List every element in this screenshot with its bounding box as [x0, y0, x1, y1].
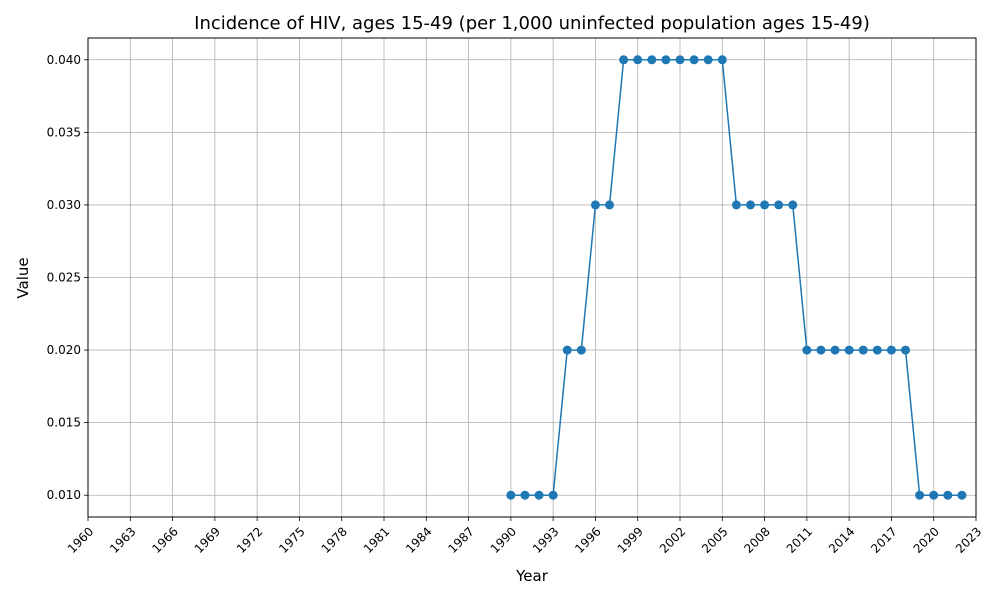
- data-point: [872, 345, 882, 355]
- y-axis-ticks: 0.010 0.015 0.020 0.025 0.030 0.035 0.040: [47, 53, 88, 502]
- y-tick-label: 0.030: [47, 198, 81, 212]
- data-point: [957, 490, 967, 500]
- data-point: [534, 490, 544, 500]
- data-point: [844, 345, 854, 355]
- data-point: [548, 490, 558, 500]
- series-layer: [506, 55, 967, 500]
- y-tick-label: 0.010: [47, 488, 81, 502]
- data-point: [760, 200, 770, 210]
- data-point: [858, 345, 868, 355]
- data-point: [774, 200, 784, 210]
- y-axis-title: Value: [14, 257, 32, 298]
- data-point: [675, 55, 685, 65]
- y-tick-label: 0.040: [47, 53, 81, 67]
- data-point: [661, 55, 671, 65]
- data-point: [915, 490, 925, 500]
- data-point: [703, 55, 713, 65]
- data-point: [605, 200, 615, 210]
- y-tick-label: 0.015: [47, 416, 81, 430]
- data-point: [731, 200, 741, 210]
- grid: [87, 38, 977, 517]
- data-point: [929, 490, 939, 500]
- y-tick-label: 0.025: [47, 271, 81, 285]
- data-point: [830, 345, 840, 355]
- chart-title: Incidence of HIV, ages 15-49 (per 1,000 …: [194, 13, 870, 34]
- y-tick-label: 0.020: [47, 343, 81, 357]
- x-axis-title: Year: [515, 567, 549, 585]
- data-point: [590, 200, 600, 210]
- data-point: [943, 490, 953, 500]
- data-point: [788, 200, 798, 210]
- data-point: [745, 200, 755, 210]
- data-point: [647, 55, 657, 65]
- data-point: [689, 55, 699, 65]
- data-point: [576, 345, 586, 355]
- data-point: [506, 490, 516, 500]
- data-point: [633, 55, 643, 65]
- data-point: [562, 345, 572, 355]
- data-point: [886, 345, 896, 355]
- data-point: [619, 55, 629, 65]
- data-point: [520, 490, 530, 500]
- y-tick-label: 0.035: [47, 125, 81, 139]
- data-point: [816, 345, 826, 355]
- data-point: [802, 345, 812, 355]
- data-point: [901, 345, 911, 355]
- data-point: [717, 55, 727, 65]
